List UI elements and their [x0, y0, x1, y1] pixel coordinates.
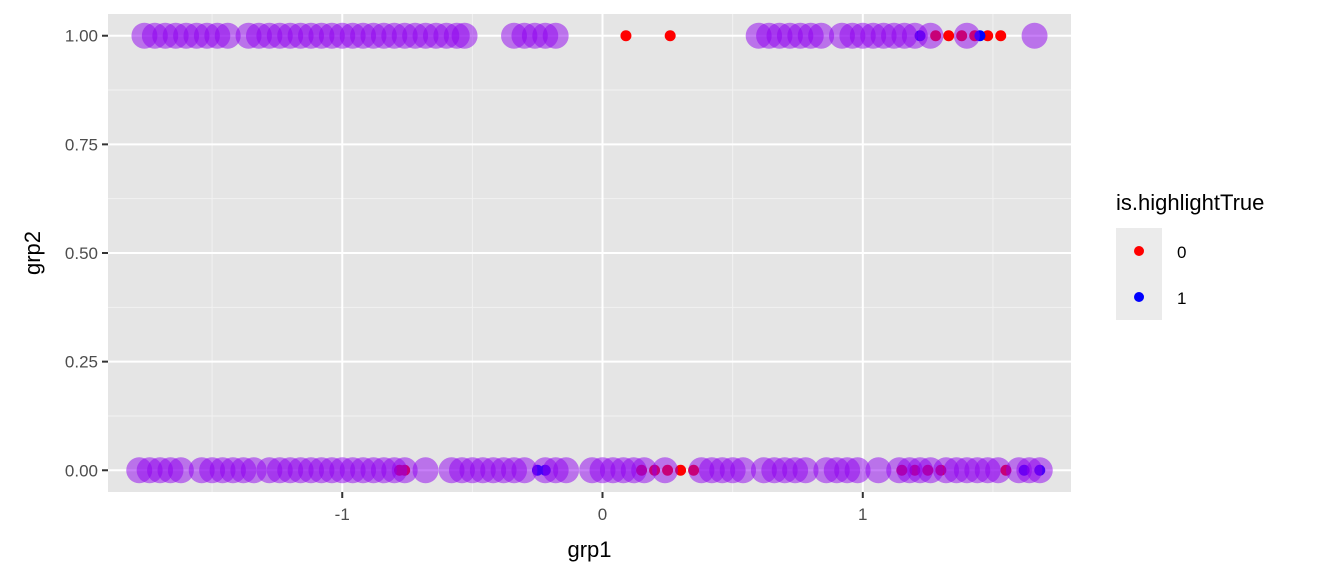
highlight-points: [126, 22, 1053, 484]
point-series-0: [664, 30, 676, 42]
y-tick-label: 0.50: [65, 244, 98, 263]
y-axis: 0.00 0.25 0.50 0.75 1.00: [65, 27, 108, 480]
highlight-point: [953, 22, 980, 49]
highlight-point: [167, 457, 194, 484]
highlight-point: [451, 22, 478, 49]
highlight-point: [651, 457, 678, 484]
point-series-0: [620, 30, 632, 42]
legend-key-background: [1116, 228, 1162, 320]
point-series-0: [982, 30, 994, 42]
x-axis: -1 0 1: [335, 492, 868, 524]
y-tick-label: 0.75: [65, 135, 98, 154]
highlight-point: [1021, 22, 1048, 49]
y-tick-label: 1.00: [65, 27, 98, 46]
legend-label-0: 0: [1177, 243, 1186, 262]
point-series-0: [675, 464, 687, 476]
highlight-point: [214, 22, 241, 49]
y-tick-label: 0.25: [65, 353, 98, 372]
point-series-0: [995, 30, 1007, 42]
highlight-point: [391, 457, 418, 484]
highlight-point: [1026, 457, 1053, 484]
highlight-point: [865, 457, 892, 484]
x-tick-label: -1: [335, 505, 350, 524]
x-axis-title: grp1: [567, 537, 611, 562]
y-axis-title: grp2: [20, 231, 45, 275]
highlight-point: [542, 22, 569, 49]
highlight-point: [844, 457, 871, 484]
highlight-point: [792, 457, 819, 484]
y-tick-label: 0.00: [65, 461, 98, 480]
highlight-point: [553, 457, 580, 484]
legend-key-1: [1134, 292, 1144, 302]
legend-title: is.highlightTrue: [1116, 190, 1264, 215]
highlight-point: [511, 457, 538, 484]
highlight-point: [917, 22, 944, 49]
highlight-point: [631, 457, 658, 484]
legend-label-1: 1: [1177, 289, 1186, 308]
x-tick-label: 0: [598, 505, 607, 524]
highlight-point: [412, 457, 439, 484]
point-series-0: [943, 30, 955, 42]
highlight-point: [730, 457, 757, 484]
legend: is.highlightTrue 0 1: [1116, 190, 1264, 320]
x-tick-label: 1: [858, 505, 867, 524]
highlight-point: [808, 22, 835, 49]
legend-key-0: [1134, 246, 1144, 256]
highlight-point: [985, 457, 1012, 484]
